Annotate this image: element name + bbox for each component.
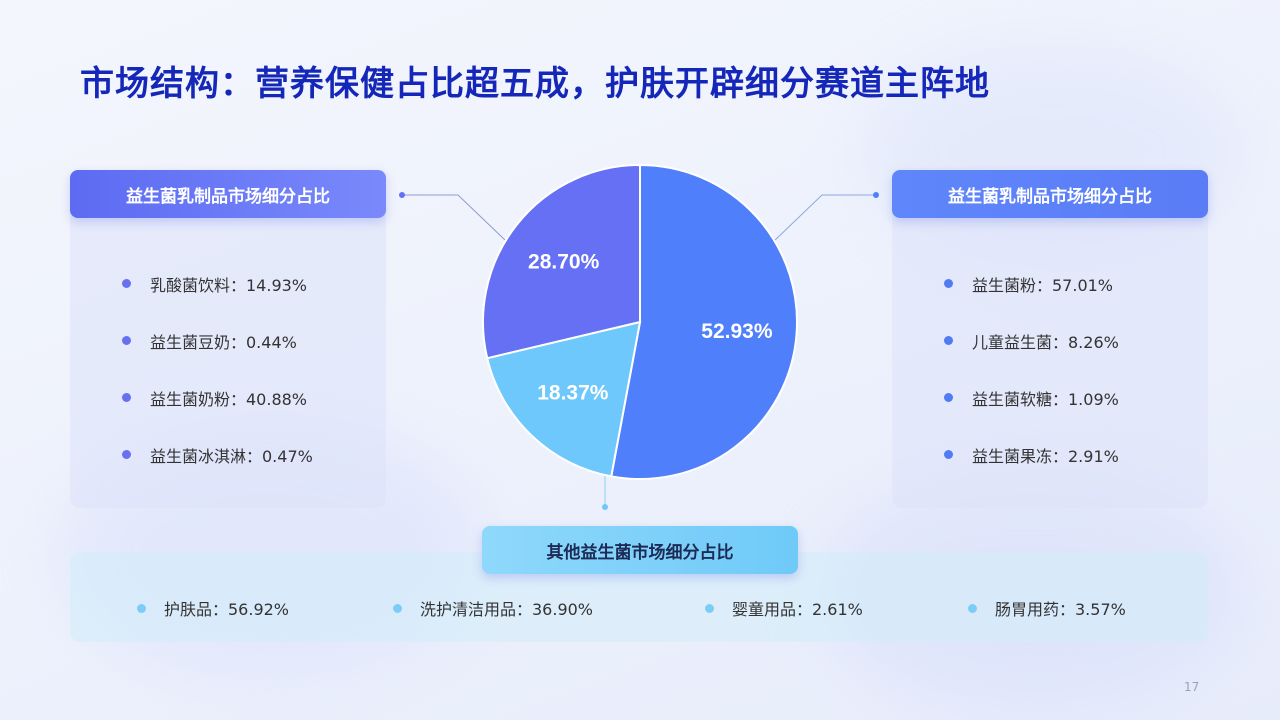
list-item: 护肤品：56.92% xyxy=(137,596,289,620)
bullet-dot-icon xyxy=(122,450,131,459)
list-item-label: 益生菌软糖：1.09% xyxy=(972,389,1119,409)
bullet-dot-icon xyxy=(968,603,977,613)
list-item: 益生菌奶粉：40.88% xyxy=(122,369,313,426)
bottom-panel-header: 其他益生菌市场细分占比 xyxy=(482,526,798,574)
left-panel-header: 益生菌乳制品市场细分占比 xyxy=(70,170,386,218)
list-item: 益生菌软糖：1.09% xyxy=(944,369,1119,426)
pie-slice-label-0: 52.93% xyxy=(701,320,773,343)
list-item-label: 肠胃用药：3.57% xyxy=(995,600,1126,619)
right-connector-line xyxy=(772,194,876,243)
list-item-label: 益生菌果冻：2.91% xyxy=(972,446,1119,466)
pie-slices xyxy=(482,163,798,480)
bullet-dot-icon xyxy=(944,279,953,288)
list-item: 婴童用品：2.61% xyxy=(705,596,863,620)
bullet-dot-icon xyxy=(705,603,714,613)
pie-slice-1 xyxy=(486,320,642,478)
bullet-dot-icon xyxy=(944,336,953,345)
right-panel-list: 益生菌粉：57.01% 儿童益生菌：8.26% 益生菌软糖：1.09% 益生菌果… xyxy=(944,255,1119,483)
left-panel-list: 乳酸菌饮料：14.93% 益生菌豆奶：0.44% 益生菌奶粉：40.88% 益生… xyxy=(122,255,313,483)
bottom-connector-dot xyxy=(602,504,608,510)
pie-slice-2 xyxy=(482,163,641,360)
pie-slice-label-2: 28.70% xyxy=(528,251,600,274)
bullet-dot-icon xyxy=(122,393,131,402)
left-connector-line xyxy=(402,194,506,241)
list-item: 乳酸菌饮料：14.93% xyxy=(122,255,313,312)
list-item-label: 益生菌豆奶：0.44% xyxy=(150,332,297,352)
bullet-dot-icon xyxy=(137,603,146,613)
list-item: 益生菌果冻：2.91% xyxy=(944,426,1119,483)
bullet-dot-icon xyxy=(944,450,953,459)
list-item-label: 益生菌粉：57.01% xyxy=(972,275,1114,295)
list-item-label: 护肤品：56.92% xyxy=(164,600,290,619)
list-item: 儿童益生菌：8.26% xyxy=(944,312,1119,369)
list-item: 肠胃用药：3.57% xyxy=(968,596,1126,620)
list-item-label: 婴童用品：2.61% xyxy=(732,600,863,619)
right-panel-header: 益生菌乳制品市场细分占比 xyxy=(892,170,1208,218)
list-item-label: 乳酸菌饮料：14.93% xyxy=(150,275,308,295)
list-item-label: 洗护清洁用品：36.90% xyxy=(420,600,594,619)
bullet-dot-icon xyxy=(944,393,953,402)
bullet-dot-icon xyxy=(122,279,131,288)
bullet-dot-icon xyxy=(393,603,402,613)
list-item: 益生菌豆奶：0.44% xyxy=(122,312,313,369)
pie-slice-label-1: 18.37% xyxy=(537,381,609,404)
page-number: 17 xyxy=(1184,680,1200,694)
bullet-dot-icon xyxy=(122,336,131,345)
pie-slice-0 xyxy=(610,163,798,480)
page-title: 市场结构：营养保健占比超五成，护肤开辟细分赛道主阵地 xyxy=(80,64,990,104)
list-item: 益生菌粉：57.01% xyxy=(944,255,1119,312)
list-item-label: 益生菌冰淇淋：0.47% xyxy=(150,446,313,466)
list-item: 洗护清洁用品：36.90% xyxy=(393,596,593,620)
list-item-label: 益生菌奶粉：40.88% xyxy=(150,389,308,409)
list-item: 益生菌冰淇淋：0.47% xyxy=(122,426,313,483)
list-item-label: 儿童益生菌：8.26% xyxy=(972,332,1119,352)
left-connector-dot xyxy=(399,192,405,198)
pie-labels: 52.93% 18.37% 28.70% xyxy=(528,251,773,405)
right-connector-dot xyxy=(873,192,879,198)
